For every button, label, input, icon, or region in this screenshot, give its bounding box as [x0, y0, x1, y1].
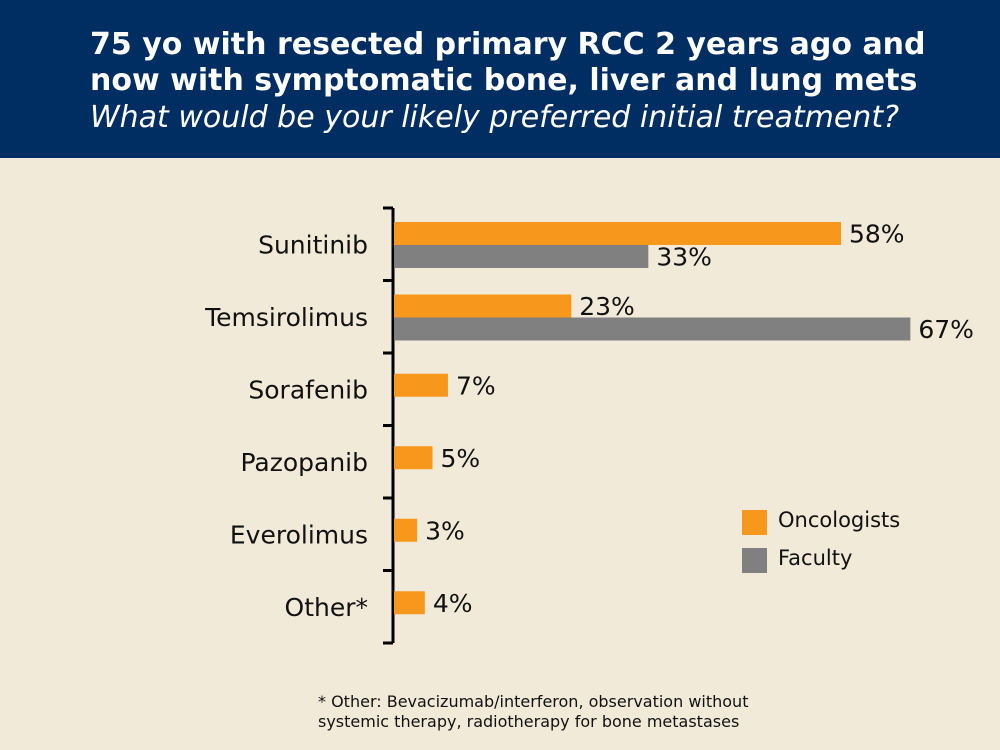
category-label: Pazopanib [240, 448, 368, 477]
data-label: 23% [579, 292, 635, 321]
data-label: 33% [656, 243, 712, 272]
bar-faculty [394, 317, 911, 341]
bar-oncologists [394, 373, 448, 397]
category-label: Everolimus [230, 520, 368, 549]
data-label: 5% [441, 444, 481, 473]
footnote: * Other: Bevacizumab/interferon, observa… [318, 692, 748, 732]
legend-swatch-faculty [742, 548, 767, 573]
header-banner: 75 yo with resected primary RCC 2 years … [0, 0, 1000, 158]
data-label: 58% [849, 220, 905, 249]
legend-label-oncologists: Oncologists [778, 508, 901, 532]
bar-oncologists [394, 591, 425, 615]
bar-oncologists [394, 294, 572, 318]
data-label: 4% [433, 589, 473, 618]
category-label: Sunitinib [258, 230, 368, 259]
footnote-line-1: * Other: Bevacizumab/interferon, observa… [318, 692, 749, 711]
category-label: Temsirolimus [204, 303, 368, 332]
legend-swatch-oncologists [742, 510, 767, 535]
title-line-1: 75 yo with resected primary RCC 2 years … [90, 27, 926, 62]
title-line-2: now with symptomatic bone, liver and lun… [90, 63, 918, 98]
category-label: Other* [285, 593, 368, 622]
bar-faculty [394, 245, 649, 268]
data-label: 3% [425, 516, 465, 545]
category-label: Sorafenib [248, 375, 368, 404]
data-label: 67% [918, 315, 974, 344]
bar-oncologists [394, 446, 433, 470]
data-label: 7% [456, 371, 496, 400]
bar-oncologists [394, 222, 841, 245]
subtitle: What would be your likely preferred init… [90, 100, 900, 135]
footnote-line-2: systemic therapy, radiotherapy for bone … [318, 712, 740, 731]
bar-oncologists [394, 518, 418, 542]
legend-label-faculty: Faculty [778, 546, 853, 570]
bar-chart: Sunitinib 58% 33% Temsirolimus 23% 67% Sorafen… [204, 206, 974, 645]
